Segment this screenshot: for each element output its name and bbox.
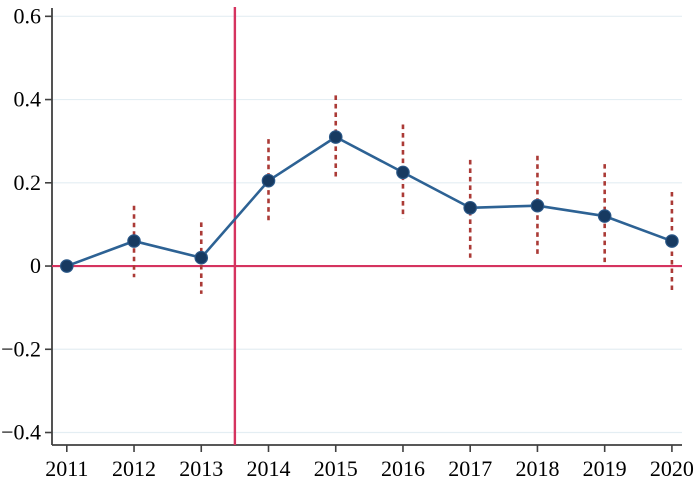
x-axis: 2011 2012 2013 2014 2015 2016 2017 2018 2019 2020: [45, 444, 694, 481]
x-tick-label: 2020: [650, 456, 694, 481]
x-tick-label: 2013: [179, 456, 223, 481]
x-tick-label: 2011: [45, 456, 88, 481]
data-point: [396, 165, 410, 180]
x-tick-label: 2018: [515, 456, 559, 481]
x-tick-label: 2017: [448, 456, 492, 481]
reference-lines: [52, 7, 682, 445]
y-axis: 0.6 0.4 0.2 0 −0.2 −0.4: [1, 3, 53, 445]
estimate-line: [66, 135, 673, 268]
x-tick-label: 2016: [381, 456, 425, 481]
data-point: [261, 173, 276, 188]
y-tick-label: 0.6: [14, 3, 42, 28]
y-tick-label: −0.4: [1, 420, 41, 445]
y-tick-label: 0: [30, 253, 41, 278]
x-tick-label: 2019: [583, 456, 627, 481]
data-point: [665, 234, 679, 248]
data-point: [328, 130, 343, 144]
data-point: [127, 234, 141, 248]
data-point: [597, 209, 612, 223]
y-tick-label: −0.2: [1, 336, 41, 361]
gridlines: [52, 15, 682, 434]
confidence-intervals: [132, 95, 674, 294]
data-point: [59, 259, 74, 273]
data-point: [463, 200, 478, 215]
data-point: [194, 250, 209, 265]
x-tick-label: 2015: [314, 456, 358, 481]
estimate-polyline: [66, 135, 673, 268]
x-tick-label: 2012: [112, 456, 156, 481]
x-tick-label: 2014: [246, 456, 290, 481]
data-point: [530, 198, 545, 213]
y-tick-label: 0.2: [14, 170, 42, 195]
data-points: [59, 130, 679, 273]
y-tick-label: 0.4: [14, 87, 42, 112]
